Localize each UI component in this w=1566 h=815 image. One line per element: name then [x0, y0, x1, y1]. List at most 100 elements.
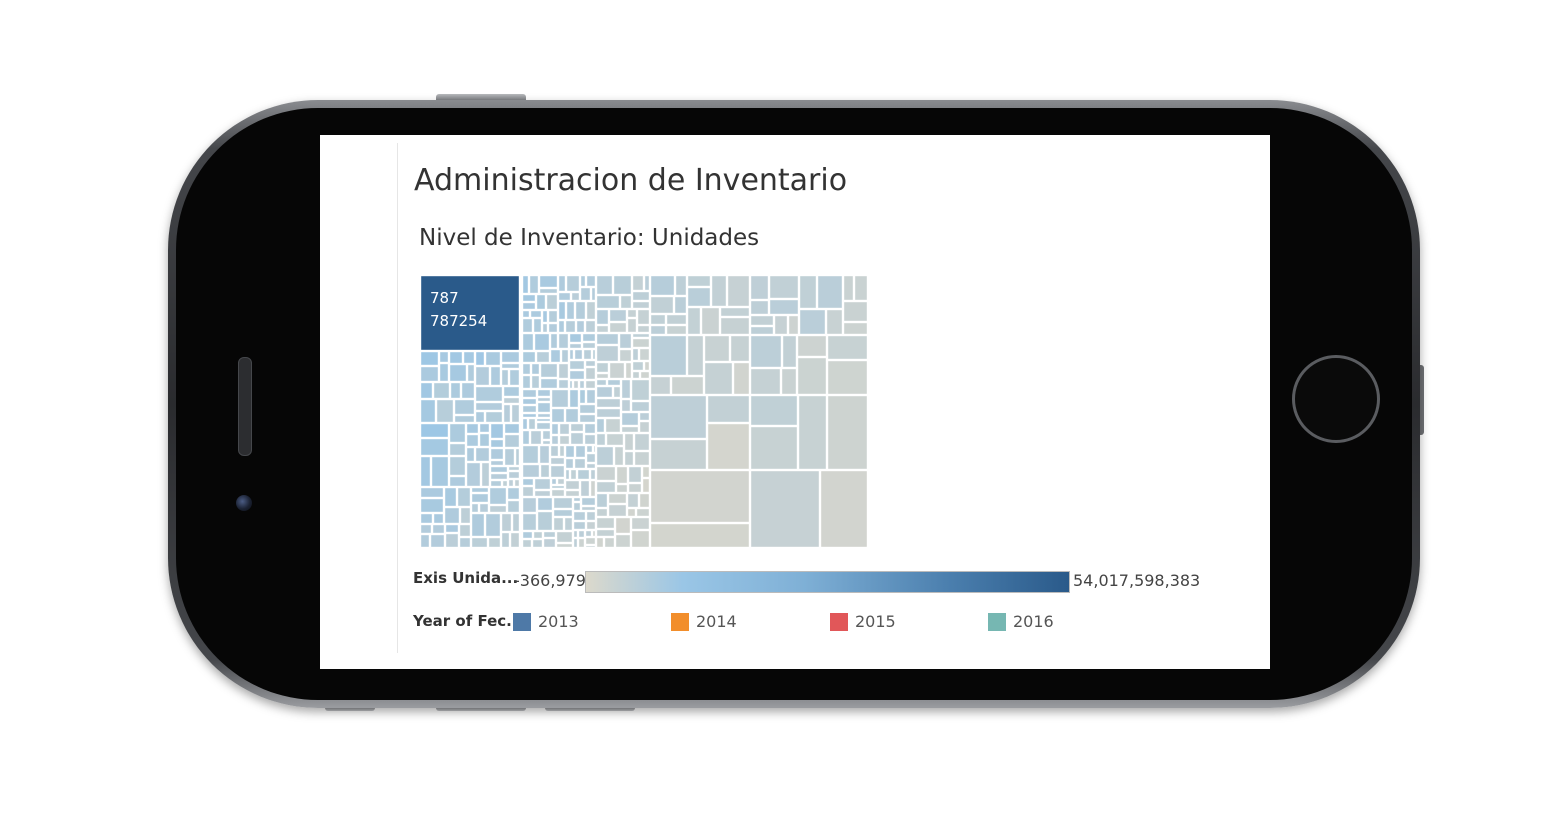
treemap-tile[interactable]: [458, 536, 472, 549]
treemap-tile[interactable]: [673, 295, 688, 315]
treemap-tile[interactable]: [527, 417, 537, 431]
treemap-tile[interactable]: [489, 447, 505, 461]
treemap-tile[interactable]: [580, 496, 597, 507]
treemap-tile[interactable]: [579, 274, 587, 288]
year-2015-label[interactable]: 2015: [855, 612, 896, 631]
treemap-tile[interactable]: [825, 308, 844, 336]
treemap-tile[interactable]: [550, 434, 560, 446]
treemap-tile[interactable]: [797, 394, 828, 471]
treemap-tile[interactable]: [649, 375, 672, 396]
treemap-tile[interactable]: [521, 317, 534, 334]
treemap-tile[interactable]: [749, 394, 799, 427]
treemap-tile[interactable]: [443, 506, 461, 525]
treemap-tile[interactable]: [531, 538, 544, 549]
treemap-tile[interactable]: [649, 313, 667, 326]
treemap-tile[interactable]: [796, 356, 828, 396]
treemap-tile[interactable]: [729, 334, 751, 363]
treemap-tile[interactable]: [585, 300, 597, 321]
treemap-tile[interactable]: [595, 274, 614, 296]
treemap-tile[interactable]: [626, 507, 637, 518]
treemap-tile[interactable]: [703, 361, 734, 396]
treemap-tile[interactable]: [459, 506, 472, 525]
treemap-tile[interactable]: [826, 359, 869, 396]
treemap-tile[interactable]: [506, 486, 521, 501]
treemap-tile[interactable]: [448, 442, 467, 457]
treemap-tile[interactable]: [585, 520, 597, 531]
treemap-tile[interactable]: [719, 316, 751, 336]
treemap-tile[interactable]: [560, 348, 570, 364]
treemap-tile[interactable]: [618, 348, 633, 363]
treemap-tile[interactable]: [686, 334, 705, 377]
treemap-tile[interactable]: [595, 361, 610, 374]
treemap-tile[interactable]: [576, 468, 591, 481]
treemap-tile[interactable]: [521, 374, 532, 390]
treemap-tile[interactable]: [582, 348, 593, 361]
treemap-tile[interactable]: [595, 344, 620, 363]
year-2014-swatch[interactable]: [671, 613, 689, 631]
treemap-tile[interactable]: [643, 274, 651, 292]
treemap-tile[interactable]: [568, 388, 580, 409]
treemap-tile[interactable]: [541, 429, 552, 441]
treemap-tile[interactable]: [549, 332, 559, 350]
treemap-tile[interactable]: [474, 385, 504, 403]
treemap-tile[interactable]: [569, 431, 585, 446]
treemap-tile[interactable]: [749, 299, 770, 316]
treemap-tile[interactable]: [564, 489, 581, 498]
treemap-tile[interactable]: [575, 319, 586, 334]
treemap-tile[interactable]: [568, 342, 583, 350]
year-2013-swatch[interactable]: [513, 613, 531, 631]
treemap-tile[interactable]: [595, 492, 609, 509]
treemap-tile[interactable]: [842, 274, 855, 302]
treemap-tile[interactable]: [564, 319, 577, 334]
treemap-tile[interactable]: [670, 375, 705, 396]
treemap-tile[interactable]: [542, 530, 557, 539]
treemap-tile[interactable]: [535, 421, 552, 431]
treemap-tile[interactable]: [589, 479, 597, 498]
treemap-tile[interactable]: [557, 319, 566, 334]
treemap-tile[interactable]: [636, 324, 651, 334]
treemap-tile[interactable]: [506, 499, 521, 514]
treemap-tile[interactable]: [419, 437, 450, 457]
treemap-tile[interactable]: [686, 286, 712, 308]
treemap-tile[interactable]: [749, 325, 775, 336]
treemap-tile[interactable]: [608, 308, 628, 323]
treemap-tile[interactable]: [521, 429, 531, 446]
treemap-tile[interactable]: [521, 417, 529, 431]
treemap-tile[interactable]: [630, 400, 651, 413]
treemap-tile[interactable]: [626, 308, 638, 319]
treemap-tile[interactable]: [603, 536, 616, 549]
treemap-tile[interactable]: [604, 417, 622, 434]
treemap-tile[interactable]: [419, 486, 445, 499]
treemap-tile[interactable]: [489, 438, 505, 449]
treemap-tile[interactable]: [521, 538, 533, 549]
treemap-tile[interactable]: [608, 321, 628, 334]
treemap-tile[interactable]: [631, 370, 641, 380]
treemap-tile[interactable]: [578, 403, 597, 415]
treemap-tile[interactable]: [478, 422, 491, 434]
treemap-tile[interactable]: [438, 362, 450, 383]
treemap-tile[interactable]: [466, 363, 476, 383]
treemap-tile[interactable]: [549, 464, 566, 479]
treemap-tile[interactable]: [749, 314, 775, 327]
treemap-tile[interactable]: [719, 306, 751, 318]
treemap-tile[interactable]: [581, 332, 597, 343]
treemap-tile[interactable]: [448, 475, 467, 488]
treemap-tile[interactable]: [539, 463, 551, 479]
treemap-tile[interactable]: [432, 381, 451, 400]
treemap-tile[interactable]: [470, 512, 486, 538]
treemap-tile[interactable]: [529, 429, 543, 446]
treemap-tile[interactable]: [607, 503, 628, 518]
treemap-tile[interactable]: [489, 459, 505, 467]
treemap-tile[interactable]: [706, 394, 751, 424]
treemap-tile[interactable]: [529, 309, 543, 319]
treemap-tile[interactable]: [768, 274, 800, 300]
treemap-tile[interactable]: [595, 432, 607, 447]
treemap-tile[interactable]: [521, 412, 538, 419]
treemap-tile[interactable]: [572, 501, 582, 512]
treemap-tile[interactable]: [605, 432, 625, 447]
treemap-tile[interactable]: [558, 422, 571, 436]
treemap-tile[interactable]: [773, 314, 789, 336]
treemap-tile[interactable]: [500, 531, 511, 549]
treemap-tile[interactable]: [649, 295, 675, 315]
treemap-tile[interactable]: [521, 301, 537, 311]
